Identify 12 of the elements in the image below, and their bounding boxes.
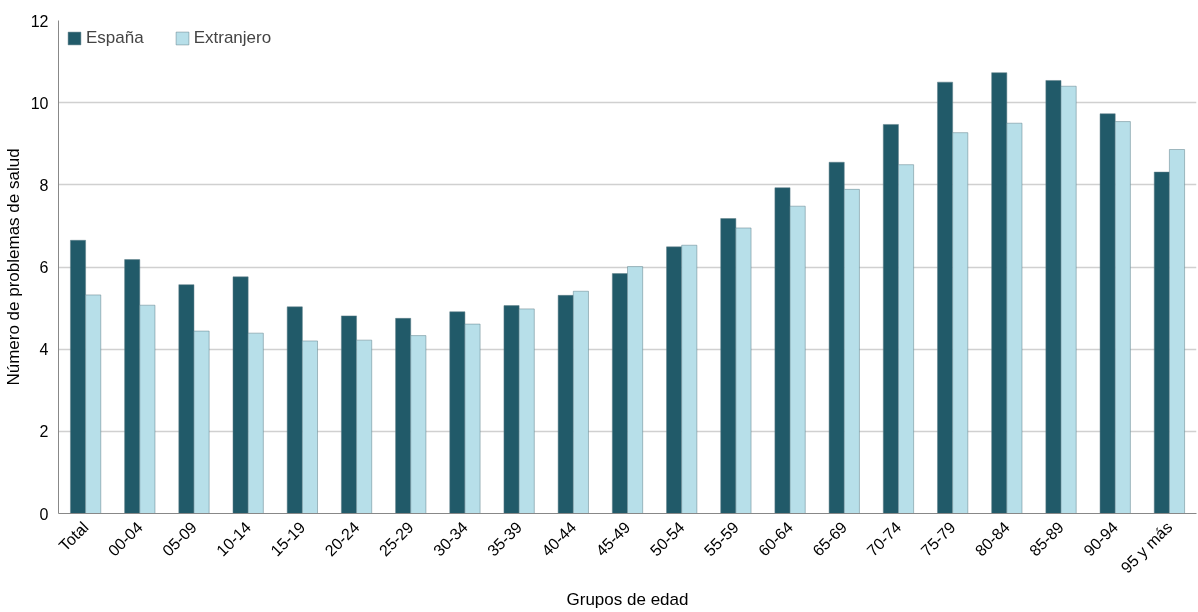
y-tick-label: 2 <box>39 423 49 441</box>
x-tick-label: 95 y más <box>1117 518 1176 577</box>
y-axis-title: Número de problemas de salud <box>3 148 23 386</box>
legend-label: Extranjero <box>193 28 272 48</box>
y-tick-label: 10 <box>30 94 49 112</box>
y-tick-label: 0 <box>39 505 49 523</box>
y-tick-label: 12 <box>30 12 49 30</box>
x-axis-title: Grupos de edad <box>566 590 689 610</box>
legend-label: España <box>86 28 144 48</box>
y-tick-label: 6 <box>39 259 49 276</box>
y-tick-label: 8 <box>39 176 49 194</box>
y-tick-label: 4 <box>39 341 49 359</box>
